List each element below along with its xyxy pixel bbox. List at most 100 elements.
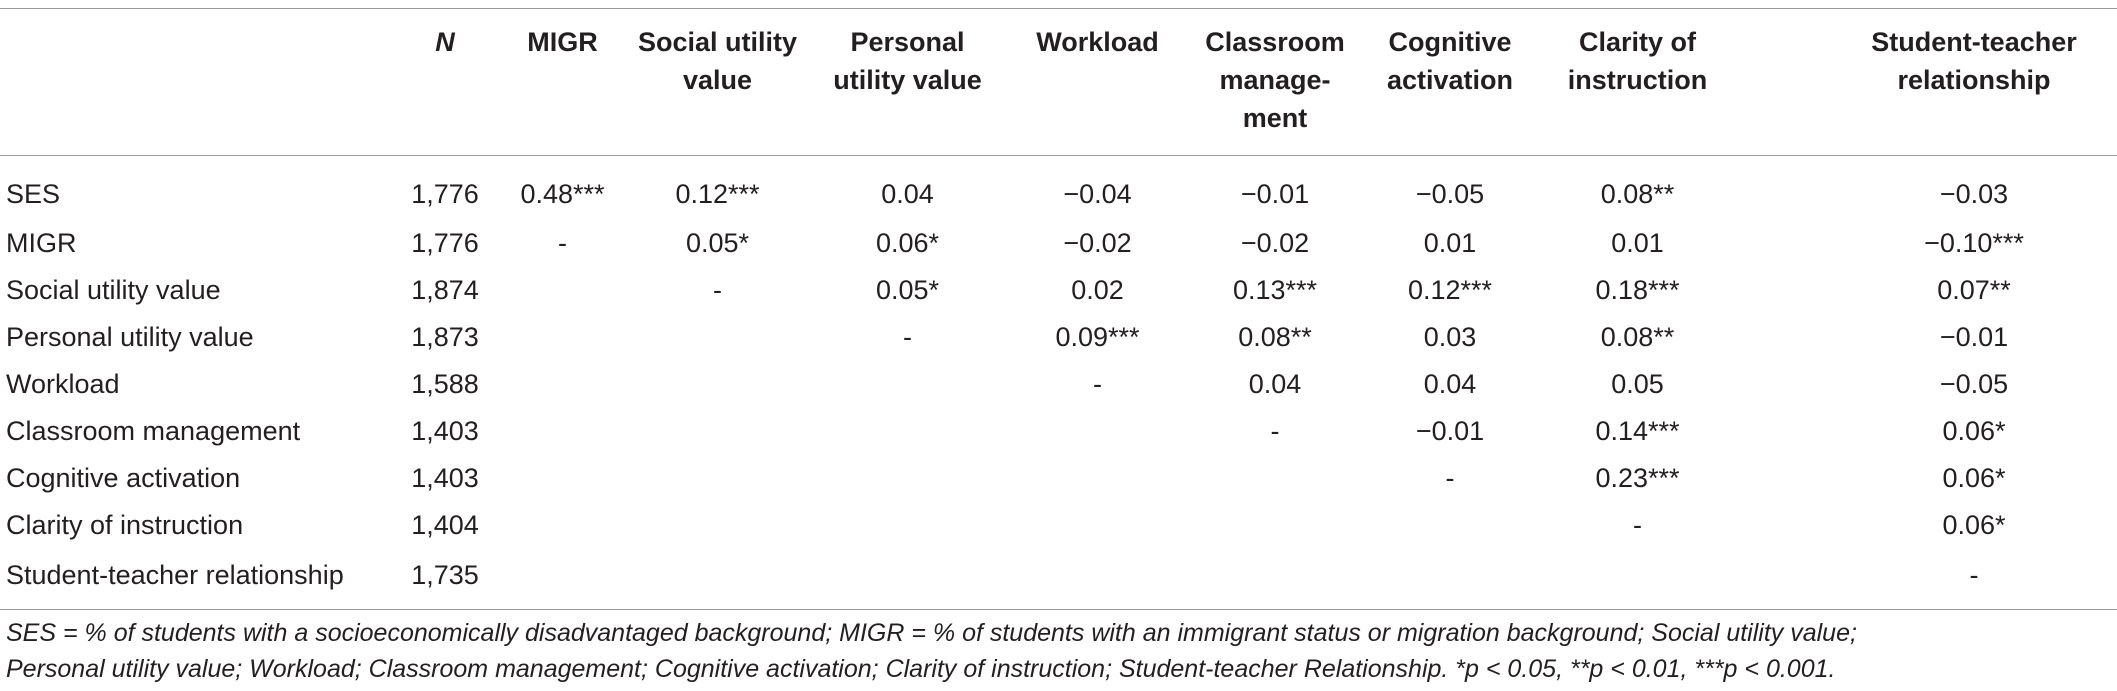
correlation-cell: 0.04 [881, 178, 934, 209]
table-footnote: SES = % of students with a socioeconomic… [6, 615, 2106, 687]
correlation-table: N MIGR Social utility value Personal uti… [0, 8, 2117, 610]
correlation-cell [1360, 502, 1540, 549]
header-personal-utility: Personal utility value [833, 27, 982, 95]
correlation-cell: 0.05* [685, 228, 750, 258]
correlation-cell [810, 549, 1005, 610]
row-label: Classroom management [6, 416, 301, 446]
correlation-cell: - [1093, 369, 1102, 399]
correlation-cell: 0.06* [1942, 510, 2006, 540]
correlation-cell: 0.08** [1238, 322, 1312, 352]
n-cell: 1,403 [411, 463, 479, 493]
n-cell: 1,874 [411, 275, 479, 305]
header-row: N MIGR Social utility value Personal uti… [0, 8, 2117, 156]
correlation-cell [625, 502, 810, 549]
correlation-cell [810, 502, 1005, 549]
correlation-cell: 0.08** [1600, 322, 1675, 352]
correlation-cell: 0.01 [1611, 228, 1664, 258]
correlation-cell: −0.03 [1939, 178, 2009, 209]
correlation-cell [500, 455, 625, 502]
header-social-utility: Social utility value [637, 27, 798, 95]
table-row: Personal utility value 1,873 - 0.09*** 0.08*… [0, 314, 2117, 361]
table-row: Classroom management 1,403 - −0.01 0.14*** 0.… [0, 408, 2117, 455]
n-cell: 1,873 [411, 322, 479, 352]
n-cell: 1,735 [411, 559, 479, 590]
correlation-cell: 0.08** [1600, 178, 1675, 209]
row-label: SES [6, 178, 61, 209]
correlation-cell [500, 408, 625, 455]
n-cell: 1,403 [411, 416, 479, 446]
correlation-cell: 0.13*** [1232, 275, 1318, 305]
correlation-cell: −0.01 [1939, 322, 2009, 352]
correlation-cell: −0.02 [1240, 228, 1310, 258]
correlation-cell: - [903, 322, 912, 352]
n-cell: 1,776 [411, 178, 479, 209]
n-cell: 1,404 [411, 510, 479, 540]
table-row: Workload 1,588 - 0.04 0.04 0.05 −0.05 [0, 361, 2117, 408]
correlation-cell: 0.01 [1423, 228, 1477, 258]
table-row: Cognitive activation 1,403 - 0.23*** 0.06* [0, 455, 2117, 502]
correlation-cell [1540, 549, 1735, 610]
correlation-cell [1360, 549, 1540, 610]
correlation-cell: −0.05 [1939, 369, 2009, 399]
table-row: MIGR 1,776 - 0.05* 0.06* −0.02 −0.02 0.01 0.01 −0… [0, 220, 2117, 267]
header-cognitive-activation: Cognitive activation [1386, 27, 1514, 95]
correlation-cell: - [1969, 559, 1979, 590]
correlation-cell: 0.23*** [1595, 463, 1680, 493]
correlation-cell: 0.05* [875, 275, 940, 305]
table-row: SES 1,776 0.48*** 0.12*** 0.04 −0.04 −0.01 −0.0… [0, 156, 2117, 221]
correlation-cell: −0.02 [1063, 228, 1132, 258]
header-migr: MIGR [527, 27, 598, 57]
correlation-cell: 0.06* [1942, 463, 2006, 493]
correlation-cell: 0.09*** [1055, 322, 1140, 352]
row-label: Student-teacher relationship [6, 559, 344, 590]
correlation-cell: 0.04 [1423, 369, 1477, 399]
correlation-cell [1005, 549, 1190, 610]
correlation-cell: 0.48*** [520, 178, 605, 209]
correlation-cell: 0.07** [1937, 275, 2011, 305]
correlation-cell [625, 314, 810, 361]
row-label: MIGR [6, 228, 77, 258]
row-label: Personal utility value [6, 322, 254, 352]
correlation-cell: 0.14*** [1595, 416, 1680, 446]
correlation-cell: - [713, 275, 722, 305]
correlation-cell: 0.03 [1423, 322, 1477, 352]
correlation-cell: 0.18*** [1595, 275, 1680, 305]
row-label: Workload [6, 369, 120, 399]
correlation-cell: −0.10*** [1924, 228, 2024, 258]
correlation-cell [500, 549, 625, 610]
footnote-line-1: SES = % of students with a socioeconomic… [6, 619, 1857, 647]
correlation-cell [810, 455, 1005, 502]
correlation-cell [500, 267, 625, 314]
correlation-cell [810, 361, 1005, 408]
correlation-cell: 0.02 [1071, 275, 1124, 305]
correlation-cell: −0.01 [1415, 416, 1485, 446]
n-cell: 1,588 [411, 369, 479, 399]
header-n: N [435, 27, 455, 57]
table-row: Social utility value 1,874 - 0.05* 0.02 0.13*… [0, 267, 2117, 314]
correlation-cell [500, 502, 625, 549]
correlation-cell [1005, 408, 1190, 455]
correlation-cell [1005, 455, 1190, 502]
header-clarity: Clarity of instruction [1567, 27, 1708, 95]
row-label: Social utility value [6, 275, 221, 305]
row-label: Cognitive activation [6, 463, 241, 493]
correlation-cell: −0.05 [1415, 178, 1485, 209]
correlation-cell [810, 408, 1005, 455]
table-row: Student-teacher relationship 1,735 - [0, 549, 2117, 610]
correlation-cell [500, 314, 625, 361]
correlation-cell: 0.04 [1248, 369, 1302, 399]
correlation-cell [1005, 502, 1190, 549]
correlation-cell [1190, 549, 1360, 610]
footnote-line-2: Personal utility value; Workload; Classr… [6, 655, 1836, 683]
header-workload: Workload [1036, 27, 1159, 57]
correlation-cell [625, 549, 810, 610]
correlation-cell: 0.06* [875, 228, 940, 258]
correlation-cell [1190, 455, 1360, 502]
correlation-cell [625, 361, 810, 408]
correlation-cell: 0.12*** [1407, 275, 1493, 305]
header-relationship: Student-teacher relationship [1871, 27, 2077, 95]
correlation-cell [625, 408, 810, 455]
correlation-cell: - [1270, 416, 1280, 446]
table-row: Clarity of instruction 1,404 - 0.06* [0, 502, 2117, 549]
